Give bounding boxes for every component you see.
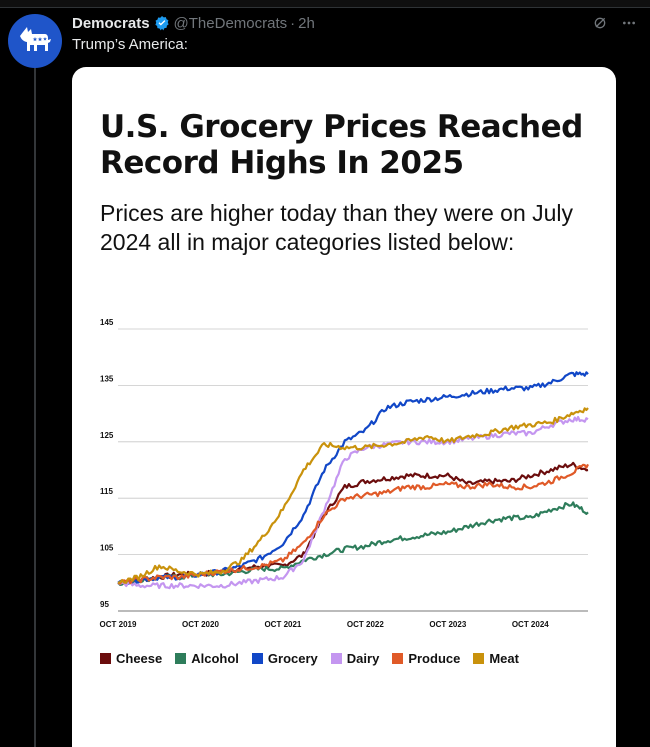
legend-item-cheese: Cheese [100,651,162,666]
legend-swatch [251,653,263,664]
series-line-cheese [117,461,589,585]
post-header: Democrats @TheDemocrats · 2h [72,12,638,34]
chart-legend: Cheese Alcohol Grocery Dairy Produce Meat [100,651,519,666]
y-tick-label: 95 [100,600,109,609]
avatar[interactable] [8,14,62,68]
legend-label: Produce [408,651,461,666]
x-tick-label: OCT 2020 [182,620,219,629]
donkey-icon [20,27,51,51]
legend-item-dairy: Dairy [330,651,380,666]
legend-label: Alcohol [191,651,239,666]
grok-icon[interactable] [592,15,608,31]
legend-swatch [175,653,187,664]
legend-item-alcohol: Alcohol [175,651,239,666]
legend-item-meat: Meat [473,651,519,666]
x-tick-label: OCT 2023 [429,620,466,629]
thread-line [34,66,36,747]
line-chart: 95 105 115 125 135 145 OCT 2019 OCT 2020 OCT 202… [100,318,589,629]
verified-badge-icon [154,15,170,31]
legend-label: Cheese [116,651,163,666]
more-options-icon[interactable] [620,15,638,31]
media-card[interactable]: U.S. Grocery Prices Reached Record Highs… [72,67,616,747]
card-title: U.S. Grocery Prices Reached Record Highs… [100,109,583,181]
legend-swatch [473,653,485,664]
series-line-grocery [117,371,589,586]
top-bar [0,0,650,8]
legend-item-grocery: Grocery [251,651,318,666]
legend-item-produce: Produce [392,651,460,666]
legend-swatch [392,653,404,664]
series-line-produce [117,463,589,585]
x-tick-label: OCT 2021 [264,620,301,629]
card-subtitle: Prices are higher today than they were o… [100,200,574,255]
author-handle[interactable]: @TheDemocrats [173,14,288,32]
y-tick-label: 115 [100,487,113,496]
y-tick-label: 125 [100,431,114,440]
legend-swatch [100,653,111,664]
post-text: Trump’s America: [72,36,188,53]
x-tick-label: OCT 2019 [100,620,137,629]
legend-label: Meat [489,651,519,666]
post-time[interactable]: 2h [298,14,315,32]
y-tick-label: 135 [100,374,114,383]
series-line-dairy [117,415,589,590]
legend-label: Dairy [346,651,380,666]
y-tick-label: 145 [100,318,114,327]
legend-swatch [330,653,342,664]
author-name[interactable]: Democrats [72,14,150,32]
separator-dot: · [290,14,296,32]
x-tick-label: OCT 2024 [512,620,549,629]
x-tick-label: OCT 2022 [347,620,384,629]
series-line-meat [117,407,589,584]
y-tick-label: 105 [100,544,114,553]
legend-label: Grocery [267,651,318,666]
